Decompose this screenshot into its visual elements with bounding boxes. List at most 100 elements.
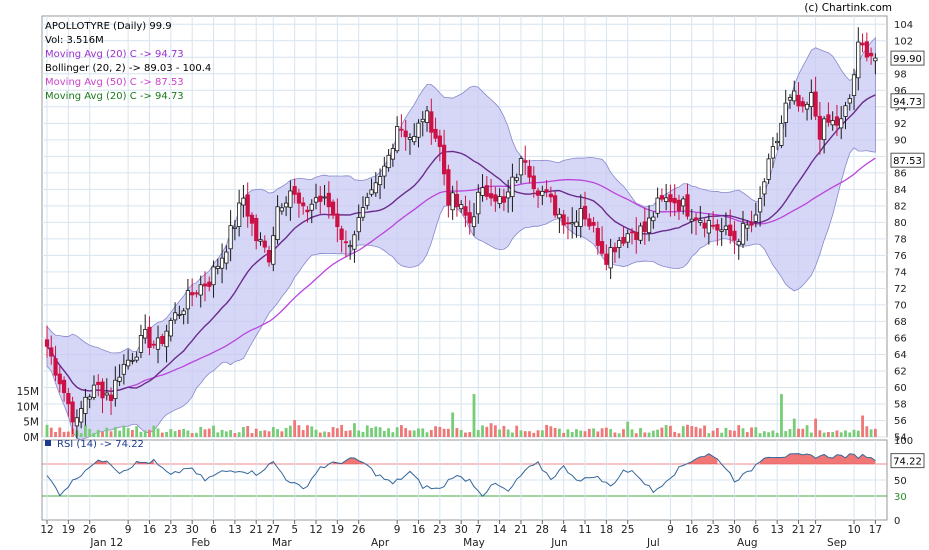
x-day-label: 18	[600, 524, 613, 536]
candle-body	[279, 207, 284, 212]
volume-bar	[540, 430, 544, 437]
volume-bar	[485, 426, 489, 437]
volume-bar	[707, 433, 711, 437]
volume-tick-label: 0M	[23, 432, 39, 444]
price-tick-label: 56	[894, 416, 907, 427]
candle-body	[574, 221, 579, 227]
volume-bar	[570, 431, 574, 437]
price-tick-label: 62	[894, 366, 907, 377]
candle-body	[301, 202, 306, 207]
x-day-label: 9	[667, 524, 674, 536]
volume-bar	[374, 426, 378, 437]
volume-bar	[412, 430, 416, 437]
volume-bar	[797, 428, 800, 437]
candle-body	[399, 128, 404, 131]
volume-bar	[750, 427, 753, 437]
volume-bar	[229, 429, 233, 437]
volume-bar	[873, 428, 877, 437]
candle-body	[237, 202, 242, 227]
volume-bar	[869, 429, 873, 437]
volume-bar	[767, 432, 771, 437]
volume-bar	[579, 430, 583, 437]
candle-body	[433, 128, 438, 139]
candle-body	[168, 320, 173, 337]
volume-bar	[438, 426, 442, 437]
volume-bar	[88, 428, 92, 437]
volume-bar	[604, 427, 608, 437]
candle-body	[44, 339, 50, 347]
candle-body	[783, 102, 788, 123]
candle-body	[407, 137, 413, 140]
volume-bar	[246, 426, 250, 437]
x-day-label: 27	[809, 524, 822, 536]
x-day-label: 9	[394, 524, 401, 536]
rsi-curve	[46, 453, 876, 497]
volume-bar	[348, 430, 352, 437]
volume-bar	[852, 429, 856, 437]
candle-body	[104, 392, 109, 396]
candle-body	[651, 216, 656, 222]
rsi-value-label: 74.22	[893, 457, 922, 468]
candle-body	[343, 241, 349, 244]
candle-body	[172, 312, 178, 321]
candle-body	[74, 417, 79, 427]
candle-body	[420, 118, 425, 123]
price-tick-label: 92	[894, 119, 907, 130]
candle-body	[527, 165, 532, 178]
value-tag-box	[890, 152, 925, 168]
candle-body	[249, 214, 255, 224]
volume-bar	[177, 429, 181, 437]
candle-body	[604, 253, 609, 265]
candle-body	[130, 359, 135, 362]
candle-body	[531, 175, 536, 190]
volume-bar	[250, 433, 254, 437]
volume-bar	[370, 428, 373, 437]
legend: APOLLOTYRE (Daily) 99.9 Vol: 3.516M Moving…	[45, 21, 211, 102]
volume-bar	[156, 428, 160, 437]
volume-bar	[511, 432, 514, 437]
rsi-overbought-fill	[333, 457, 363, 464]
candle-body	[335, 213, 340, 228]
legend-entry: Bollinger (20, 2) -> 89.03 - 100.4	[45, 63, 211, 74]
candle-body	[219, 257, 225, 269]
candle-body	[681, 198, 686, 207]
volume-bar	[357, 430, 361, 437]
candle-body	[659, 195, 664, 200]
volume-bar	[323, 431, 326, 437]
candle-body	[523, 160, 528, 163]
candle-body	[177, 314, 182, 316]
volume-bar	[404, 428, 408, 437]
volume-bar	[152, 425, 156, 437]
legend-entry: Moving Avg (20) C -> 94.73	[45, 91, 184, 102]
x-day-label: 16	[412, 524, 426, 536]
x-day-label: 7	[475, 524, 482, 536]
volume-bar	[459, 430, 463, 437]
candle-body	[138, 335, 144, 353]
price-tick-label: 60	[894, 383, 907, 394]
price-tick-label: 98	[894, 69, 907, 80]
candle-body	[365, 196, 370, 206]
volume-bar	[549, 426, 553, 437]
candle-body	[429, 111, 434, 133]
rsi-line	[46, 453, 876, 497]
candle-body	[476, 191, 481, 215]
volume-bar	[101, 431, 104, 437]
x-axis: 12 19 26 9 16 23 30 6 13 21 27 5 12 19 26 9 16 23 30 7 14 21 2…	[40, 520, 882, 549]
volume-bar	[711, 430, 715, 437]
candle-body	[839, 118, 844, 129]
volume-bar	[203, 429, 207, 437]
volume-bar	[737, 425, 741, 437]
candle-body	[266, 250, 272, 263]
volume-bar	[609, 429, 613, 437]
volume-bar	[160, 432, 164, 437]
volume-bar	[575, 429, 578, 437]
volume-bar	[865, 426, 869, 437]
candle-body	[595, 227, 600, 246]
volume-bar	[391, 432, 395, 437]
price-tick-label: 90	[894, 135, 907, 146]
x-day-label: 21	[250, 524, 263, 536]
ma50-line	[46, 157, 876, 393]
volume-bar	[173, 431, 177, 437]
candle-body	[843, 105, 848, 117]
volume-bar	[634, 433, 638, 437]
